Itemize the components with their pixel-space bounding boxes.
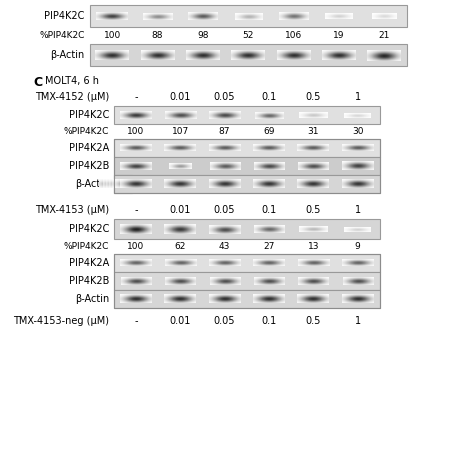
Bar [114, 139, 380, 193]
Bar [114, 175, 380, 193]
Text: β-Actin: β-Actin [75, 179, 109, 189]
Bar [114, 254, 380, 272]
Text: 13: 13 [308, 241, 319, 250]
Bar [114, 254, 380, 308]
Text: 0.05: 0.05 [214, 205, 236, 215]
Bar [114, 139, 380, 157]
Text: PIP4K2C: PIP4K2C [45, 11, 85, 21]
Bar [114, 219, 380, 239]
Text: %PIP4K2C: %PIP4K2C [39, 30, 85, 39]
Bar [90, 44, 407, 66]
Text: 30: 30 [352, 127, 364, 136]
Text: PIP4K2B: PIP4K2B [69, 161, 109, 171]
Text: β-Actin: β-Actin [51, 50, 85, 60]
Text: 107: 107 [172, 127, 189, 136]
Text: 0.5: 0.5 [306, 316, 321, 326]
Text: 19: 19 [333, 30, 345, 39]
Bar [114, 272, 380, 290]
Text: -: - [134, 316, 138, 326]
Text: 1: 1 [355, 316, 361, 326]
Text: 106: 106 [285, 30, 302, 39]
Text: 0.05: 0.05 [214, 92, 236, 102]
Text: β-Actin: β-Actin [75, 294, 109, 304]
Text: PIP4K2A: PIP4K2A [69, 258, 109, 268]
Text: 100: 100 [128, 241, 145, 250]
Text: PIP4K2A: PIP4K2A [69, 143, 109, 153]
Text: 9: 9 [355, 241, 360, 250]
Text: 100: 100 [104, 30, 121, 39]
Text: 1: 1 [355, 92, 361, 102]
Text: 52: 52 [243, 30, 254, 39]
Bar [114, 106, 380, 124]
Text: 0.05: 0.05 [214, 316, 236, 326]
Text: 0.01: 0.01 [170, 316, 191, 326]
Text: PIP4K2B: PIP4K2B [69, 276, 109, 286]
Text: 1: 1 [355, 205, 361, 215]
Text: C: C [34, 76, 43, 89]
Text: 62: 62 [174, 241, 186, 250]
Text: 0.1: 0.1 [261, 316, 276, 326]
Text: TMX-4153 (μM): TMX-4153 (μM) [35, 205, 109, 215]
Text: 0.1: 0.1 [261, 92, 276, 102]
Text: 0.01: 0.01 [170, 205, 191, 215]
Text: 0.1: 0.1 [261, 205, 276, 215]
Text: PIP4K2C: PIP4K2C [69, 224, 109, 234]
Text: 31: 31 [308, 127, 319, 136]
Text: 100: 100 [128, 127, 145, 136]
Text: 69: 69 [263, 127, 275, 136]
Bar [114, 290, 380, 308]
Text: -: - [134, 92, 138, 102]
Bar [90, 5, 407, 27]
Text: %PIP4K2C: %PIP4K2C [64, 127, 109, 136]
Bar [114, 157, 380, 175]
Text: TMX-4153-neg (μM): TMX-4153-neg (μM) [13, 316, 109, 326]
Text: TMX-4152 (μM): TMX-4152 (μM) [35, 92, 109, 102]
Text: 21: 21 [378, 30, 390, 39]
Text: 0.5: 0.5 [306, 92, 321, 102]
Text: 0.5: 0.5 [306, 205, 321, 215]
Text: PIP4K2C: PIP4K2C [69, 110, 109, 120]
Text: 0.01: 0.01 [170, 92, 191, 102]
Text: 43: 43 [219, 241, 230, 250]
Text: 98: 98 [197, 30, 209, 39]
Text: %PIP4K2C: %PIP4K2C [64, 241, 109, 250]
Text: 88: 88 [152, 30, 163, 39]
Bar [114, 175, 380, 193]
Bar [114, 175, 132, 193]
Text: -: - [134, 205, 138, 215]
Text: 27: 27 [263, 241, 274, 250]
Text: 87: 87 [219, 127, 230, 136]
Text: MOLT4, 6 h: MOLT4, 6 h [45, 76, 99, 86]
